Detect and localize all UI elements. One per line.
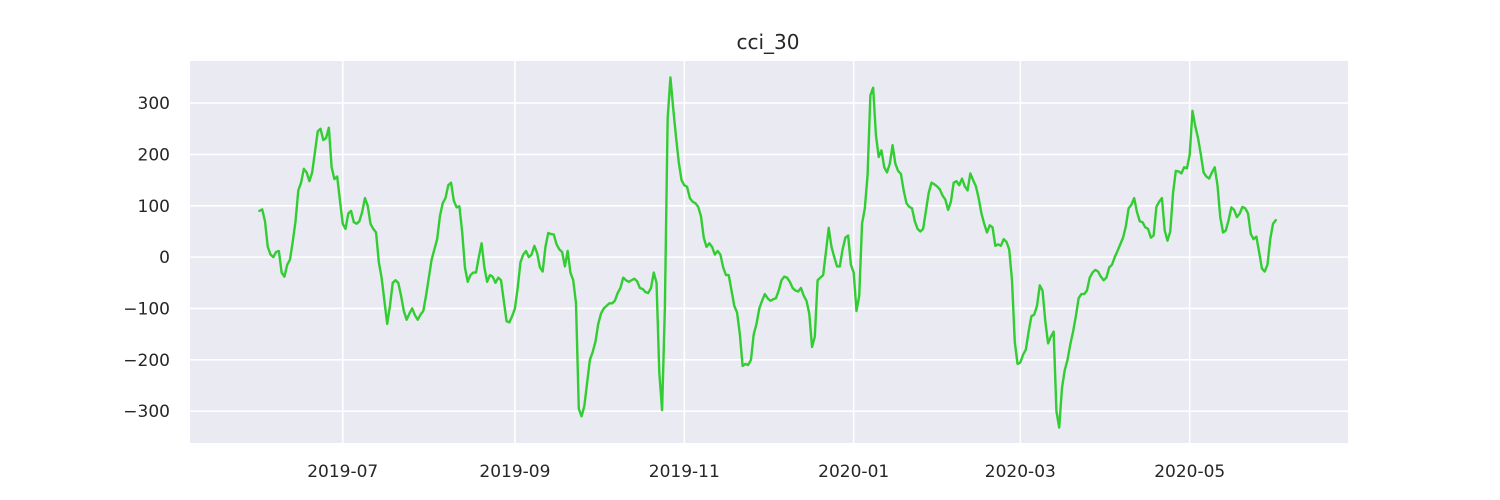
- x-tick-label: 2020-03: [985, 462, 1056, 482]
- y-tick-label: −100: [123, 299, 170, 319]
- y-tick-label: 100: [138, 197, 170, 217]
- series-line: [258, 76, 1277, 429]
- plot-area: [190, 61, 1348, 443]
- y-axis-tick-labels: 300 200 100 0 −100 −200 −300: [123, 94, 170, 422]
- y-tick-label: −300: [123, 402, 170, 422]
- chart-title: cci_30: [737, 30, 800, 54]
- x-axis-tick-labels: 2019-07 2019-09 2019-11 2020-01 2020-03 2020-…: [307, 462, 1225, 482]
- x-tick-label: 2019-07: [307, 462, 378, 482]
- y-tick-label: 300: [138, 94, 170, 114]
- x-tick-label: 2019-11: [649, 462, 720, 482]
- y-gridlines: [190, 102, 1348, 412]
- y-tick-label: 0: [159, 248, 170, 268]
- x-gridlines: [341, 61, 1191, 443]
- y-tick-label: −200: [123, 351, 170, 371]
- series-layer: [258, 76, 1277, 429]
- x-tick-label: 2020-01: [818, 462, 889, 482]
- x-tick-label: 2020-05: [1154, 462, 1225, 482]
- y-tick-label: 200: [138, 145, 170, 165]
- x-tick-label: 2019-09: [479, 462, 550, 482]
